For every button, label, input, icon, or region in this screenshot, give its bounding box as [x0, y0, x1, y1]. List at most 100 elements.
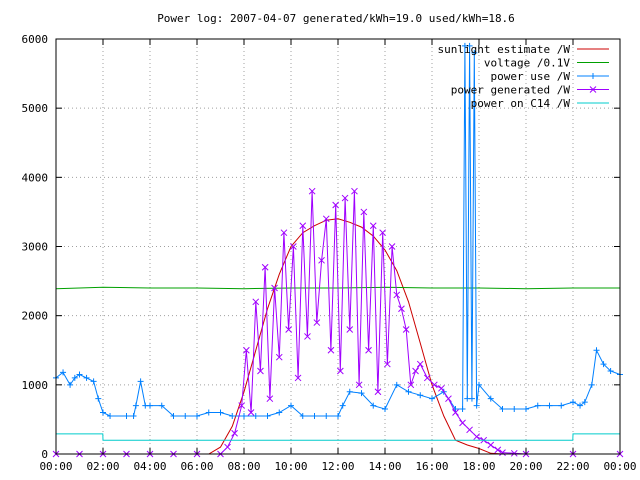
data-point: [308, 187, 316, 195]
data-point: [405, 388, 412, 395]
data-point: [355, 381, 363, 389]
x-tick-label: 12:00: [321, 460, 354, 473]
data-point: [280, 229, 288, 237]
data-point: [351, 187, 358, 195]
data-point: [487, 395, 494, 402]
data-point: [123, 412, 130, 419]
series-5: [56, 433, 620, 441]
data-point: [499, 406, 506, 413]
data-point: [402, 326, 410, 333]
legend-label: power generated /W: [451, 84, 571, 97]
data-point: [379, 229, 387, 237]
data-point: [83, 374, 90, 381]
x-tick-label: 22:00: [556, 460, 589, 473]
data-point: [494, 446, 502, 454]
data-point: [423, 374, 431, 382]
chart-title: Power log: 2007-04-07 generated/kWh=19.0…: [157, 12, 515, 25]
y-tick-label: 5000: [22, 102, 49, 115]
data-point: [252, 298, 260, 306]
data-point: [346, 388, 353, 395]
data-point: [558, 402, 565, 409]
data-point: [346, 326, 354, 333]
data-point: [370, 402, 377, 409]
data-point: [231, 429, 238, 437]
y-tick-label: 4000: [22, 171, 49, 184]
data-point: [335, 412, 341, 419]
data-point: [590, 73, 596, 79]
data-point: [170, 412, 177, 419]
data-point: [147, 402, 153, 409]
x-tick-label: 18:00: [462, 460, 495, 473]
data-point: [247, 409, 255, 416]
data-point: [471, 49, 478, 56]
x-tick-label: 06:00: [180, 460, 213, 473]
legend-label: power on C14 /W: [471, 97, 571, 110]
data-point: [257, 367, 264, 375]
data-point: [288, 402, 294, 409]
x-tick-label: 00:00: [39, 460, 72, 473]
data-point: [339, 402, 346, 409]
data-point: [393, 381, 400, 388]
y-tick-label: 0: [41, 448, 48, 461]
data-point: [242, 346, 250, 354]
data-point: [407, 381, 415, 389]
data-point: [299, 412, 306, 419]
data-point: [466, 42, 473, 49]
data-point: [60, 369, 67, 376]
data-point: [534, 402, 541, 409]
x-tick-label: 04:00: [133, 460, 166, 473]
data-point: [158, 402, 165, 409]
data-point: [607, 368, 614, 374]
data-point: [313, 319, 321, 326]
data-point: [374, 388, 382, 396]
x-tick-label: 10:00: [274, 460, 307, 473]
data-point: [452, 409, 459, 416]
data-point: [332, 201, 340, 209]
data-point: [511, 406, 518, 413]
data-point: [327, 346, 335, 354]
data-point: [264, 412, 271, 419]
data-point: [285, 326, 293, 333]
y-tick-label: 6000: [22, 33, 49, 46]
data-point: [412, 367, 419, 375]
data-point: [473, 433, 481, 441]
legend-label: voltage /0.1V: [484, 57, 570, 70]
data-point: [416, 360, 424, 368]
data-point: [261, 263, 269, 271]
data-point: [510, 449, 518, 457]
data-point: [593, 347, 600, 354]
legend-label: sunlight estimate /W: [438, 43, 571, 56]
data-point: [473, 402, 480, 409]
data-point: [275, 353, 283, 361]
data-point: [322, 215, 330, 223]
data-point: [137, 378, 144, 385]
data-point: [229, 412, 236, 419]
data-point: [523, 406, 529, 413]
data-point: [276, 409, 283, 416]
y-tick-label: 1000: [22, 379, 49, 392]
data-point: [271, 284, 278, 292]
data-point: [205, 409, 212, 416]
data-point: [466, 426, 473, 434]
data-point: [67, 381, 74, 388]
data-point: [76, 371, 83, 378]
data-point: [266, 395, 274, 403]
data-point: [71, 374, 78, 381]
data-point: [360, 208, 368, 216]
data-point: [383, 360, 391, 368]
x-tick-label: 16:00: [415, 460, 448, 473]
data-point: [581, 399, 588, 406]
data-point: [393, 291, 401, 299]
data-point: [369, 222, 377, 230]
data-point: [459, 419, 466, 427]
data-point: [304, 333, 311, 340]
data-point: [194, 412, 200, 419]
x-tick-label: 20:00: [509, 460, 542, 473]
data-point: [336, 367, 344, 375]
data-point: [570, 399, 576, 406]
data-point: [182, 412, 189, 419]
y-tick-label: 3000: [22, 241, 49, 254]
y-tick-label: 2000: [22, 310, 49, 323]
